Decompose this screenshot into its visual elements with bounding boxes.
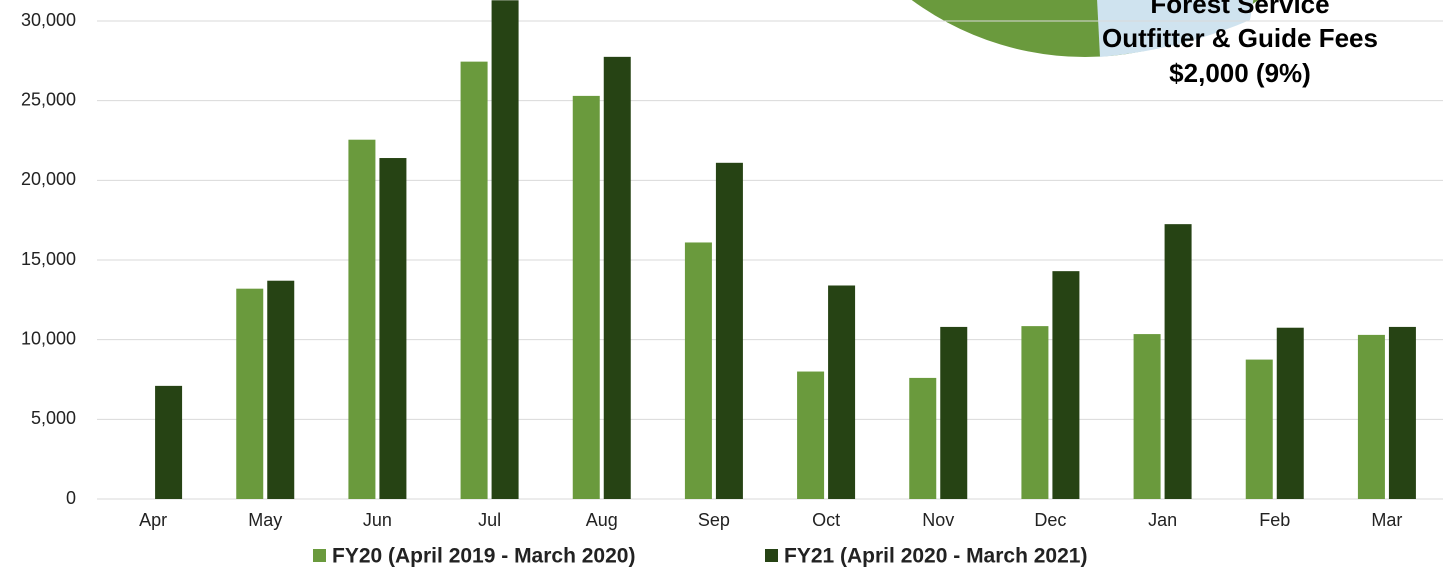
y-tick-label: 0 (66, 488, 76, 508)
y-tick-label: 25,000 (21, 89, 76, 109)
y-tick-label: 30,000 (21, 10, 76, 30)
bar (684, 242, 712, 499)
x-tick-label: Jun (363, 510, 392, 530)
bar (491, 0, 519, 500)
bar (797, 371, 825, 499)
bar (1388, 326, 1416, 499)
x-tick-label: Dec (1034, 510, 1066, 530)
bar (909, 377, 937, 499)
bar (155, 385, 183, 499)
bar (267, 280, 295, 499)
bar (940, 326, 968, 499)
x-tick-label: Apr (139, 510, 167, 530)
y-tick-label: 10,000 (21, 328, 76, 348)
legend-label: FY20 (April 2019 - March 2020) (332, 545, 635, 568)
x-tick-label: Mar (1371, 510, 1402, 530)
bar (1245, 359, 1273, 499)
bar (1133, 334, 1161, 499)
x-tick-label: Nov (922, 510, 954, 530)
legend-label: FY21 (April 2020 - March 2021) (784, 545, 1087, 568)
y-tick-label: 20,000 (21, 169, 76, 189)
x-tick-label: Oct (812, 510, 840, 530)
x-tick-label: Jan (1148, 510, 1177, 530)
annotation: Outfitter & Guide Fees (1102, 23, 1378, 53)
x-tick-label: Jul (478, 510, 501, 530)
annotation: Forest Service (1150, 0, 1329, 19)
bar (715, 162, 743, 499)
legend-swatch (765, 549, 778, 562)
pie-decoration (1097, 0, 1254, 57)
x-tick-label: Aug (586, 510, 618, 530)
bar (1276, 327, 1304, 499)
x-tick-label: May (248, 510, 282, 530)
bar (460, 61, 488, 499)
y-tick-label: 5,000 (31, 408, 76, 428)
annotation: $2,000 (9%) (1169, 58, 1311, 88)
y-tick-label: 15,000 (21, 249, 76, 269)
x-tick-label: Feb (1259, 510, 1290, 530)
bar (1052, 271, 1080, 499)
bar (572, 95, 600, 500)
bar (348, 139, 376, 499)
bar (828, 285, 856, 499)
bar (603, 56, 631, 499)
x-tick-label: Sep (698, 510, 730, 530)
bar (1357, 334, 1385, 499)
bar (236, 288, 264, 499)
bar (1021, 326, 1049, 499)
bar (1164, 224, 1192, 499)
legend-swatch (313, 549, 326, 562)
bar (379, 158, 407, 499)
